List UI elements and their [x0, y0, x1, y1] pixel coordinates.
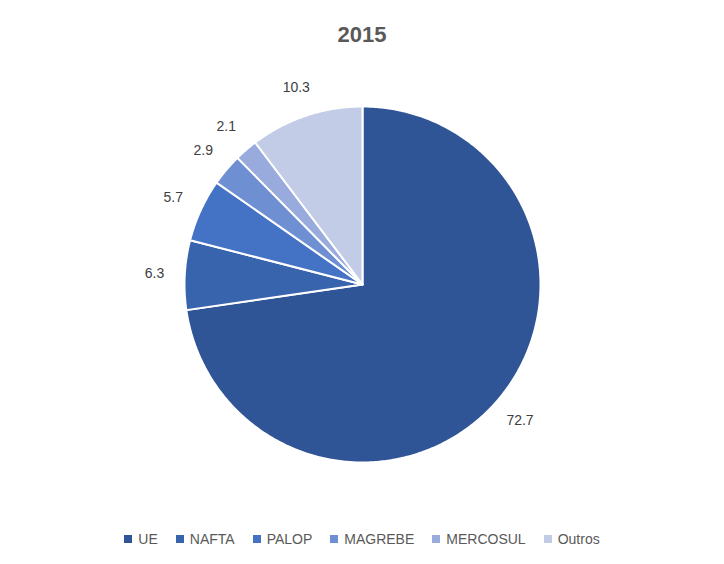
html-text:2015: 2015 — [337, 22, 387, 47]
svg-text:5.7: 5.7 — [163, 189, 183, 205]
html-text:Outros: Outros — [557, 531, 600, 547]
html-text:NAFTA: NAFTA — [189, 531, 235, 547]
svg-text:10.3: 10.3 — [283, 79, 310, 95]
html-text:UE: UE — [138, 531, 158, 547]
svg-text:72.7: 72.7 — [506, 412, 533, 428]
html-text:MERCOSUL: MERCOSUL — [446, 531, 526, 547]
svg-text:2.9: 2.9 — [194, 142, 214, 158]
svg-text:6.3: 6.3 — [145, 265, 165, 281]
html-text:MAGREBE: MAGREBE — [344, 531, 415, 547]
html-text:PALOP: PALOP — [266, 531, 313, 547]
svg-text:2.1: 2.1 — [217, 118, 237, 134]
